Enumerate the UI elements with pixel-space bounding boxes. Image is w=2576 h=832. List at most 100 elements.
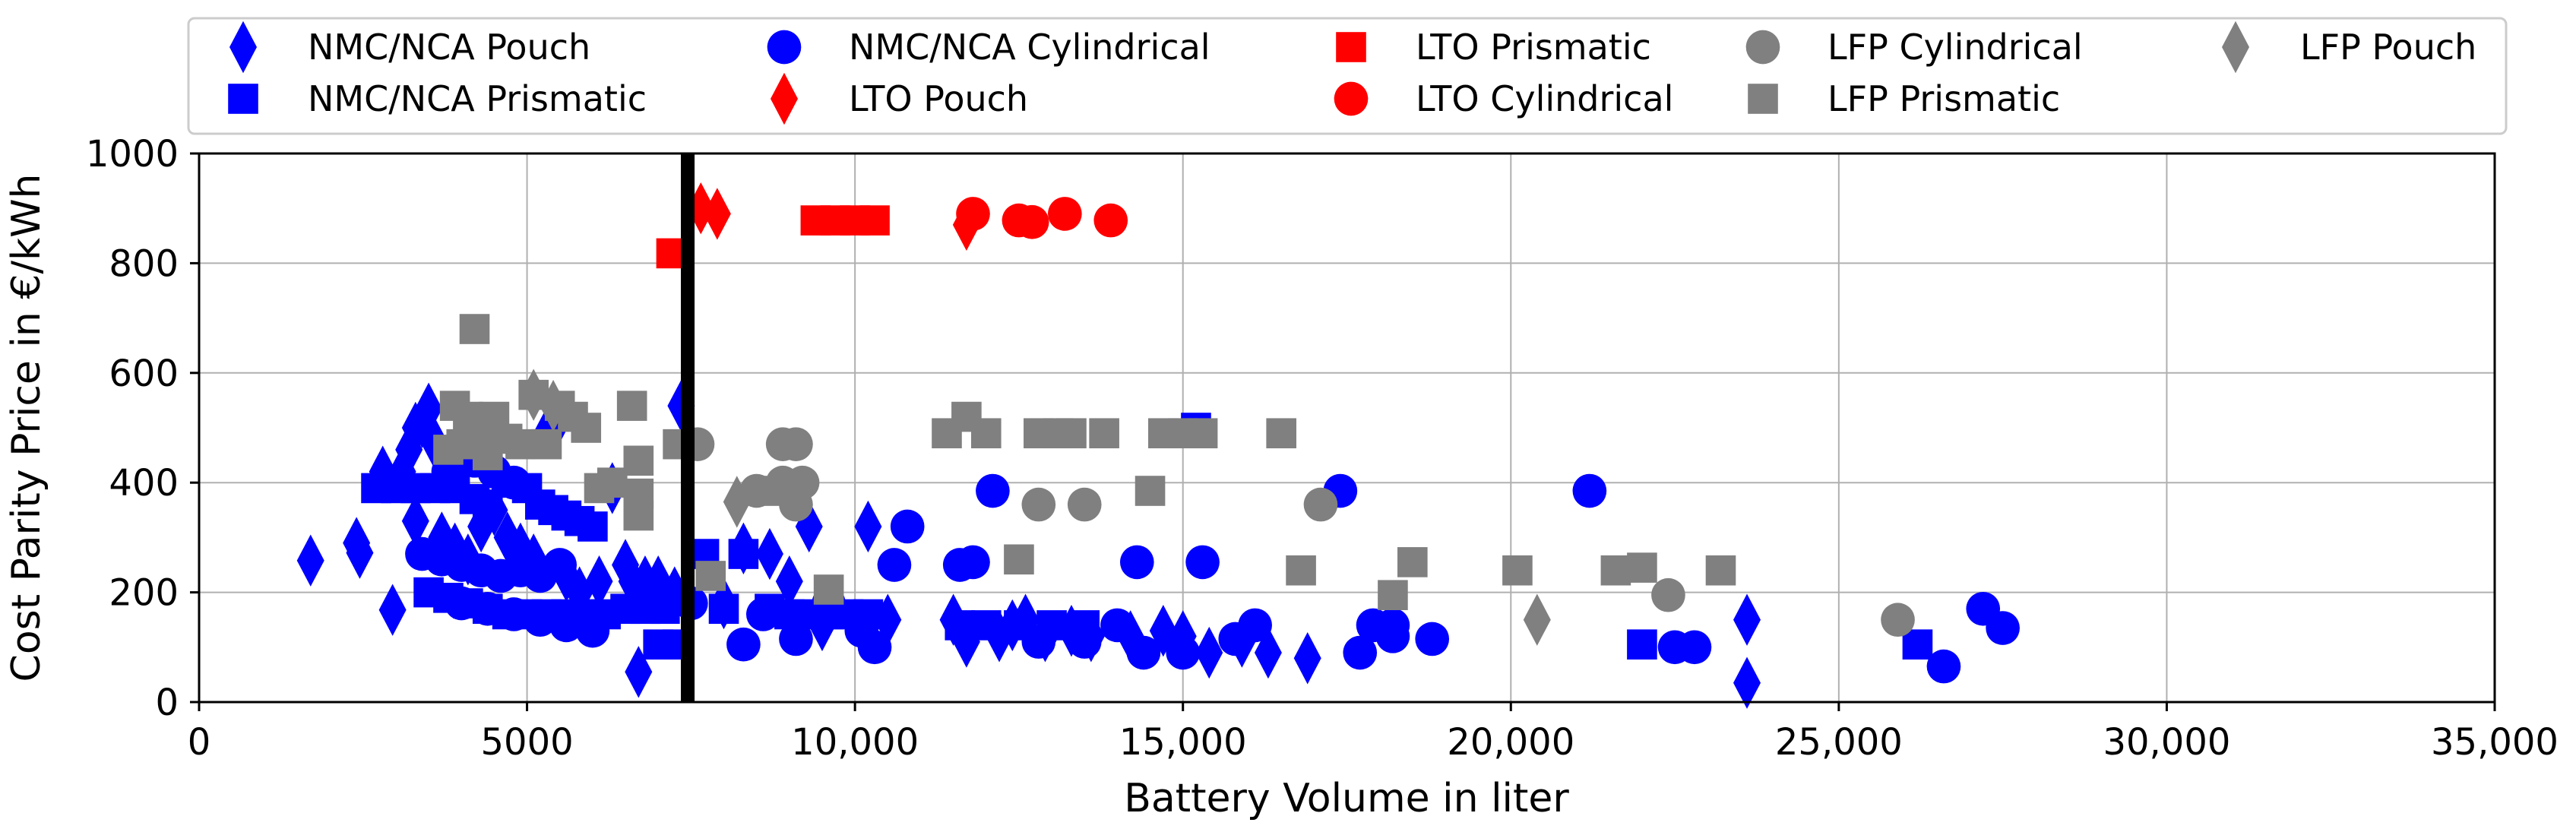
x-tick-label: 35,000: [2431, 721, 2559, 764]
point-nmc-nca-cylindrical: [575, 613, 610, 648]
point-lto-cylindrical: [1014, 204, 1049, 239]
legend: NMC/NCA Pouch NMC/NCA Prismatic NMC/NCA Cy…: [187, 17, 2508, 135]
point-nmc-nca-cylindrical: [1415, 622, 1450, 656]
y-tick-label: 800: [109, 242, 179, 285]
legend-item-nmc-nca-cylindrical: NMC/NCA Cylindrical: [767, 27, 1210, 68]
legend-marker-nmc-nca-prismatic: [228, 84, 258, 114]
point-lfp-prismatic: [1600, 555, 1631, 586]
point-lfp-pouch: [540, 379, 568, 432]
point-lfp-cylindrical: [1021, 487, 1056, 522]
legend-label: LTO Prismatic: [1416, 27, 1651, 68]
point-nmc-nca-cylindrical: [956, 545, 990, 580]
point-lfp-prismatic: [1089, 418, 1119, 449]
point-nmc-nca-prismatic: [1627, 629, 1657, 660]
point-lfp-prismatic: [571, 413, 602, 443]
point-lfp-prismatic: [446, 429, 477, 460]
y-tick-label: 600: [109, 353, 179, 395]
point-lfp-prismatic: [505, 429, 536, 460]
point-lfp-prismatic: [1502, 555, 1533, 586]
point-lto-cylindrical: [956, 197, 990, 231]
y-axis-label: Cost Parity Price in €/kWh: [4, 174, 49, 682]
point-nmc-nca-cylindrical: [1126, 635, 1161, 670]
y-tick-label: 1000: [86, 133, 179, 176]
legend-label: NMC/NCA Pouch: [308, 27, 590, 68]
legend-marker-lfp-cylindrical: [1745, 30, 1780, 65]
point-lfp-cylindrical: [779, 427, 813, 461]
point-lfp-prismatic: [616, 391, 647, 421]
point-nmc-nca-cylindrical: [523, 603, 558, 637]
legend-label: LTO Cylindrical: [1416, 78, 1673, 119]
point-nmc-nca-cylindrical: [1119, 545, 1154, 580]
point-nmc-nca-pouch: [1293, 632, 1321, 685]
legend-item-lto-pouch: LTO Pouch: [771, 72, 1028, 125]
point-lfp-prismatic: [459, 314, 490, 344]
point-lfp-prismatic: [531, 429, 562, 460]
plot-frame: [198, 152, 2496, 704]
series-lfp-prismatic: [433, 314, 1736, 611]
x-tick-label: 5000: [480, 721, 573, 764]
point-lfp-pouch: [1523, 593, 1551, 646]
x-tick-label: 15,000: [1119, 721, 1247, 764]
point-nmc-nca-cylindrical: [779, 622, 813, 656]
y-axis-ticks: 0 200 400 600 800 1000: [86, 133, 199, 724]
point-nmc-nca-cylindrical: [1926, 649, 1961, 684]
point-lfp-prismatic: [1135, 476, 1166, 506]
point-nmc-nca-cylindrical: [1375, 619, 1410, 653]
point-nmc-nca-prismatic: [945, 610, 976, 641]
point-nmc-nca-pouch: [565, 566, 593, 618]
legend-marker-lto-cylindrical: [1334, 81, 1369, 116]
point-nmc-nca-prismatic: [970, 610, 1002, 641]
x-tick-label: 25,000: [1775, 721, 1903, 764]
point-nmc-nca-cylindrical: [1677, 630, 1712, 665]
legend-marker-lto-prismatic: [1336, 32, 1366, 62]
y-tick-label: 200: [109, 572, 179, 615]
point-lfp-prismatic: [813, 574, 844, 605]
point-nmc-nca-cylindrical: [1185, 545, 1220, 580]
point-nmc-nca-cylindrical: [1343, 635, 1378, 670]
point-nmc-nca-cylindrical: [1021, 625, 1056, 659]
point-nmc-nca-pouch: [874, 593, 902, 646]
point-nmc-nca-pouch: [467, 500, 495, 553]
point-lto-cylindrical: [1048, 197, 1082, 231]
point-lfp-pouch: [723, 476, 751, 528]
x-tick-label: 30,000: [2103, 721, 2230, 764]
point-nmc-nca-cylindrical: [1067, 625, 1102, 659]
point-nmc-nca-prismatic: [708, 593, 739, 625]
point-lfp-prismatic: [755, 476, 785, 506]
point-lto-cylindrical: [1093, 203, 1128, 238]
point-nmc-nca-prismatic: [728, 539, 759, 569]
y-tick-label: 0: [155, 682, 179, 724]
point-lfp-prismatic: [1286, 555, 1316, 586]
point-nmc-nca-cylindrical: [510, 548, 544, 582]
legend-label: NMC/NCA Prismatic: [308, 78, 647, 119]
point-nmc-nca-pouch: [401, 495, 429, 547]
point-nmc-nca-prismatic: [1902, 629, 1933, 660]
legend-item-nmc-nca-prismatic: NMC/NCA Prismatic: [228, 78, 647, 119]
point-lfp-cylindrical: [1067, 487, 1102, 522]
legend-item-nmc-nca-pouch: NMC/NCA Pouch: [229, 21, 590, 74]
point-lfp-prismatic: [1397, 547, 1428, 577]
point-nmc-nca-cylindrical: [1238, 608, 1272, 643]
point-nmc-nca-pouch: [952, 615, 980, 668]
point-lfp-cylindrical: [785, 465, 820, 500]
legend-item-lfp-pouch: LFP Pouch: [2222, 21, 2476, 74]
point-nmc-nca-prismatic: [578, 511, 608, 542]
legend-label: NMC/NCA Cylindrical: [849, 27, 1210, 68]
legend-marker-lfp-pouch: [2222, 21, 2249, 74]
point-lfp-prismatic: [970, 418, 1002, 449]
point-lfp-prismatic: [1378, 580, 1408, 611]
point-nmc-nca-pouch: [346, 527, 374, 579]
point-nmc-nca-cylindrical: [857, 630, 892, 665]
point-lfp-prismatic: [623, 500, 654, 531]
point-nmc-nca-pouch: [1733, 656, 1761, 709]
point-lfp-prismatic: [472, 440, 503, 470]
point-nmc-nca-cylindrical: [745, 597, 780, 631]
point-lfp-prismatic: [1004, 544, 1034, 575]
point-nmc-nca-cylindrical: [877, 548, 912, 582]
point-lfp-cylindrical: [1303, 487, 1338, 522]
y-tick-label: 400: [109, 462, 179, 505]
legend-label: LFP Prismatic: [1828, 78, 2060, 119]
point-lfp-pouch: [520, 369, 548, 421]
point-nmc-nca-cylindrical: [1572, 473, 1607, 508]
